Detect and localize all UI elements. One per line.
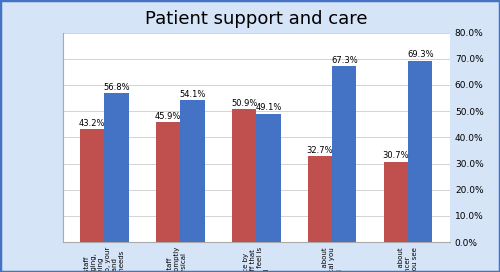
Bar [332, 66, 356, 242]
Text: 49.1%: 49.1% [255, 103, 281, 112]
Bar [308, 156, 332, 242]
Text: 32.7%: 32.7% [306, 146, 334, 155]
Bar [384, 162, 408, 242]
Bar [256, 113, 280, 242]
Title: Patient support and care: Patient support and care [145, 10, 368, 28]
Bar [104, 93, 128, 242]
Text: 54.1%: 54.1% [180, 90, 206, 99]
Text: 30.7%: 30.7% [382, 152, 409, 160]
Text: 43.2%: 43.2% [79, 119, 106, 128]
Bar [232, 109, 256, 242]
Bar [80, 129, 104, 242]
Bar [156, 122, 180, 242]
Bar [180, 100, 204, 242]
Text: 50.9%: 50.9% [231, 98, 258, 107]
Text: 67.3%: 67.3% [331, 55, 357, 64]
Text: 69.3%: 69.3% [407, 50, 434, 59]
Text: 56.8%: 56.8% [103, 83, 130, 92]
Text: 45.9%: 45.9% [155, 112, 182, 120]
Bar [408, 61, 432, 242]
